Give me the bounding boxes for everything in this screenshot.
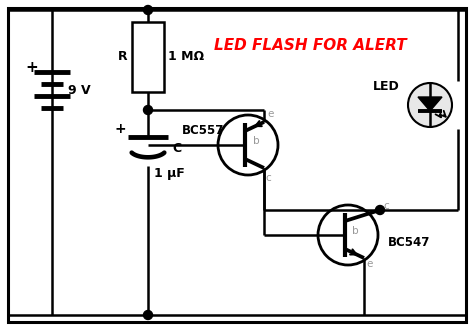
Text: 9 V: 9 V xyxy=(68,83,91,96)
Text: 1 MΩ: 1 MΩ xyxy=(168,50,204,63)
Text: LED FLASH FOR ALERT: LED FLASH FOR ALERT xyxy=(214,38,406,52)
Text: e: e xyxy=(267,109,273,119)
Text: BC547: BC547 xyxy=(388,237,430,249)
Circle shape xyxy=(144,106,153,115)
Text: b: b xyxy=(253,136,260,146)
Text: b: b xyxy=(352,226,359,236)
Text: C: C xyxy=(172,143,181,155)
Text: R: R xyxy=(118,50,128,63)
Circle shape xyxy=(144,6,153,15)
Bar xyxy=(132,22,164,92)
Polygon shape xyxy=(418,97,442,111)
Text: BC557: BC557 xyxy=(182,124,224,138)
Text: +: + xyxy=(26,60,38,76)
Text: c: c xyxy=(383,201,389,211)
Text: 1 μF: 1 μF xyxy=(154,168,185,181)
Text: c: c xyxy=(265,173,271,183)
Circle shape xyxy=(375,206,384,214)
Circle shape xyxy=(408,83,452,127)
Text: e: e xyxy=(366,259,373,269)
Text: LED: LED xyxy=(373,81,400,93)
Circle shape xyxy=(144,311,153,319)
Text: +: + xyxy=(114,122,126,136)
